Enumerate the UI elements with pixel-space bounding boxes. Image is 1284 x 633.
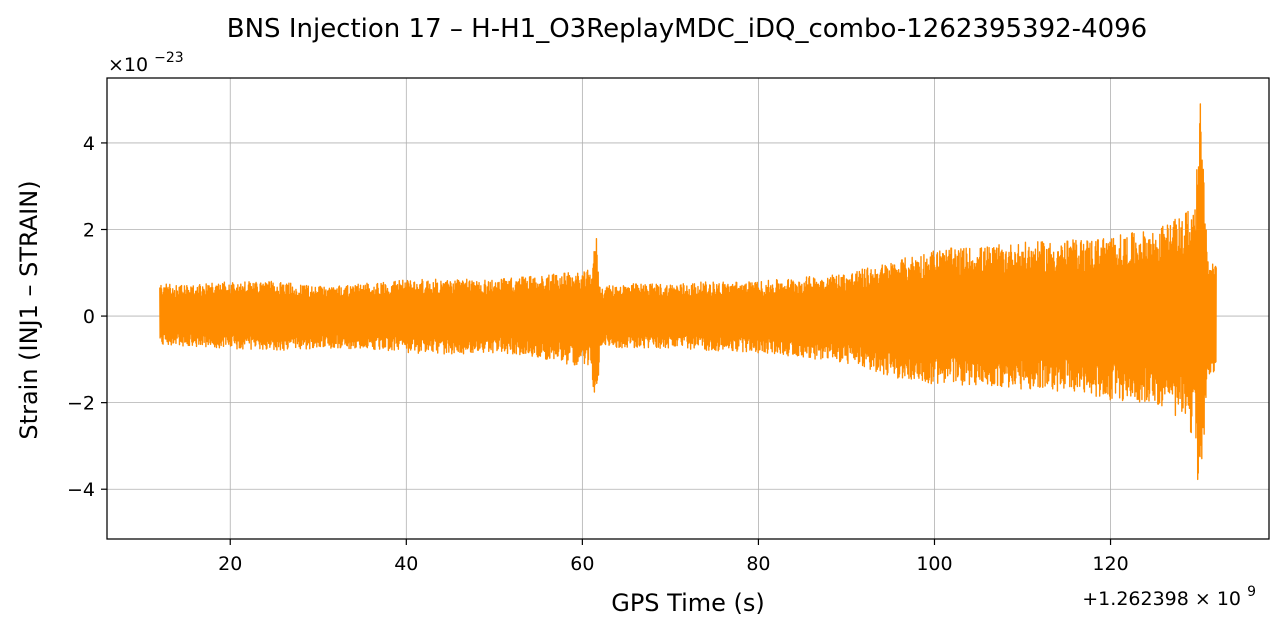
y-tick-label: −2: [67, 393, 95, 415]
y-multiplier: ×10 −23: [108, 50, 184, 76]
x-offset-exponent: 9: [1247, 584, 1256, 600]
signal-trace: [159, 103, 1217, 481]
y-tick-label: 4: [83, 133, 95, 155]
x-tick-label: 40: [394, 553, 418, 575]
chart-title: BNS Injection 17 – H-H1_O3ReplayMDC_iDQ_…: [227, 14, 1147, 44]
x-tick-label: 80: [746, 553, 770, 575]
x-offset: +1.262398 × 10 9: [1082, 584, 1256, 610]
strain-line: [159, 103, 1217, 481]
x-offset-base: +1.262398 × 10: [1082, 588, 1241, 610]
y-axis-label: Strain (INJ1 – STRAIN): [15, 180, 43, 439]
x-tick-label: 100: [916, 553, 952, 575]
x-tick-label: 120: [1092, 553, 1128, 575]
y-tick-label: 0: [83, 306, 95, 328]
plot-frame: [106, 77, 1270, 540]
axis-ticks: 20 40 60 80 100 120 −4 −2 0 2 4: [67, 133, 1129, 575]
y-tick-label: 2: [83, 220, 95, 242]
y-multiplier-exponent: −23: [154, 50, 184, 66]
y-multiplier-base: ×10: [108, 54, 148, 76]
x-tick-label: 20: [218, 553, 242, 575]
x-axis-label: GPS Time (s): [611, 589, 765, 617]
y-tick-label: −4: [67, 479, 95, 501]
x-tick-label: 60: [570, 553, 594, 575]
